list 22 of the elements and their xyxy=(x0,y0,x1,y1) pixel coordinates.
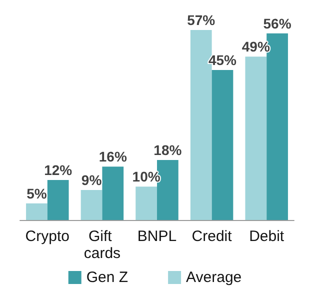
bar xyxy=(47,180,69,220)
data-label: 57% xyxy=(187,12,216,28)
data-label: 56% xyxy=(263,15,292,32)
bar xyxy=(136,186,157,220)
x-tick-label: Crypto xyxy=(25,228,70,245)
bar xyxy=(245,56,267,220)
legend-label: Average xyxy=(186,269,242,286)
data-label: 12% xyxy=(44,162,73,178)
x-tick-label: Gift cards xyxy=(84,228,121,262)
legend-label: Gen Z xyxy=(86,269,128,286)
bar xyxy=(212,70,234,220)
data-label: 9% xyxy=(81,172,102,188)
data-label: 5% xyxy=(26,185,48,202)
x-tick-label: Credit xyxy=(192,228,233,245)
data-label: 45% xyxy=(208,52,238,68)
data-label: 16% xyxy=(98,148,128,165)
bar xyxy=(102,166,124,220)
bar xyxy=(80,190,102,220)
bar xyxy=(26,203,48,220)
x-tick-label: Debit xyxy=(249,228,285,245)
data-label: 18% xyxy=(154,142,182,158)
x-tick-label: BNPL xyxy=(137,228,177,245)
